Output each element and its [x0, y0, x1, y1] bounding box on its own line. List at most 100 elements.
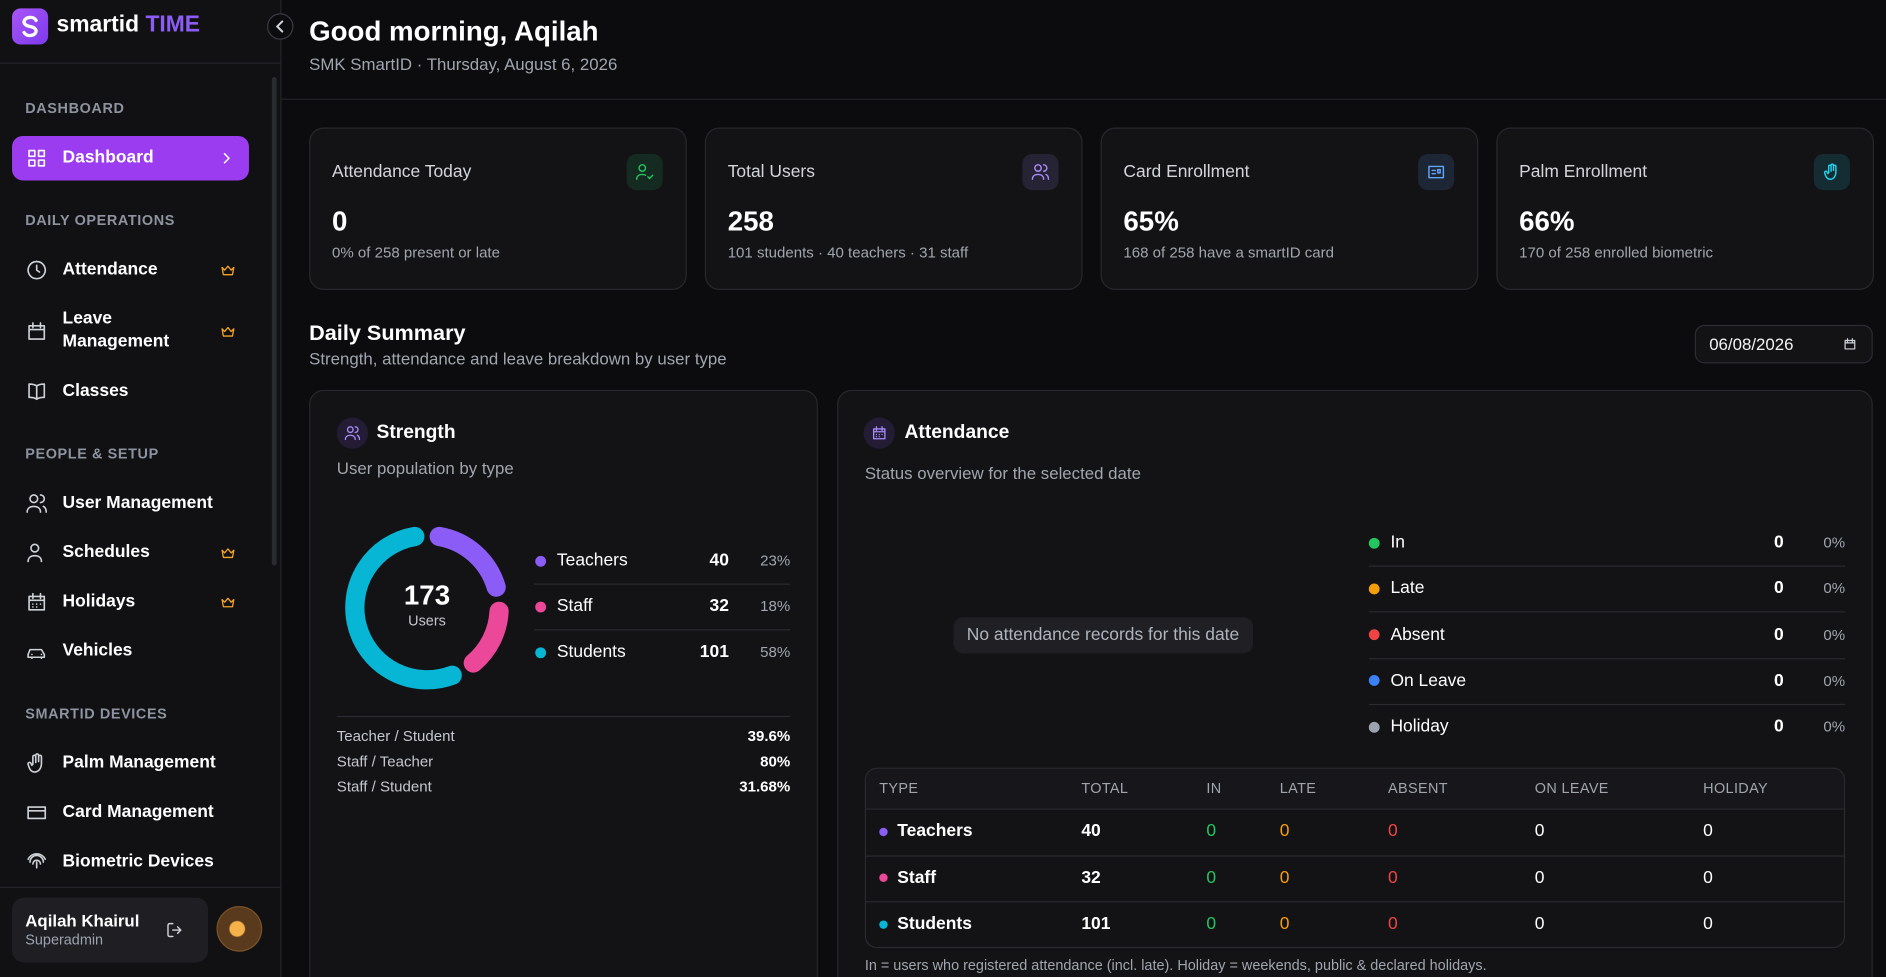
legend-value: 32 — [709, 596, 729, 617]
table-cell: 0 — [1703, 868, 1713, 888]
sidebar-header-border — [0, 62, 282, 64]
status-value: 0 — [1774, 533, 1784, 553]
collapse-button[interactable] — [267, 13, 294, 40]
ratio-label: Staff / Student — [336, 778, 432, 796]
table-cell: 0 — [1388, 868, 1398, 888]
nav-icon-path — [28, 149, 46, 167]
premium-icon-path — [221, 548, 235, 559]
nav-item[interactable]: Attendance — [12, 248, 249, 293]
nav-item[interactable]: Classes — [12, 369, 249, 414]
logout-button[interactable] — [165, 920, 184, 939]
nav-label: Schedules — [62, 542, 150, 562]
nav-item[interactable]: User Management — [12, 481, 249, 526]
status-value: 0 — [1774, 717, 1784, 737]
premium-icon — [221, 597, 235, 608]
ratio-value: 80% — [760, 753, 791, 771]
panel-title: Strength — [376, 422, 456, 443]
stat-card — [1496, 127, 1874, 290]
date-picker[interactable] — [1694, 324, 1873, 364]
stat-value: 258 — [727, 205, 774, 237]
nav-icon-path — [27, 648, 46, 660]
status-name: Holiday — [1390, 717, 1449, 737]
brand: smartid TIME — [57, 12, 201, 38]
panel-subtitle: Status overview for the selected date — [864, 463, 1141, 483]
stat-icon-path — [1031, 164, 1050, 180]
nav-icon-path — [27, 543, 43, 563]
legend-percent: 58% — [760, 643, 791, 661]
brand-accent: TIME — [145, 12, 201, 38]
sidebar-scrollbar — [271, 77, 277, 566]
brand-name: smartid — [56, 12, 140, 38]
stat-icon — [1823, 163, 1837, 180]
table-cell: 32 — [1081, 868, 1101, 888]
nav-label: Classes — [62, 381, 129, 401]
legend-name: Students — [556, 642, 626, 662]
nav-item[interactable]: Biometric Devices — [12, 840, 249, 885]
empty-state: No attendance records for this date — [953, 617, 1253, 654]
stat-card — [309, 127, 687, 290]
legend-divider — [534, 629, 791, 631]
nav-label: User Management — [62, 493, 213, 513]
nav-icon-path — [28, 383, 46, 401]
nav-item[interactable]: Vehicles — [12, 629, 249, 674]
status-divider — [1368, 611, 1846, 613]
status-dot — [1368, 721, 1380, 733]
nav-icon — [27, 260, 47, 280]
status-dot — [1368, 629, 1380, 641]
premium-icon — [221, 265, 235, 276]
legend-percent: 23% — [760, 552, 791, 570]
table-header: HOLIDAY — [1703, 779, 1769, 797]
table-header: ON LEAVE — [1534, 779, 1609, 797]
avatar[interactable] — [216, 906, 263, 952]
panel-icon-box — [863, 417, 895, 449]
panel-subtitle: User population by type — [336, 458, 514, 478]
stat-note: 101 students · 40 teachers · 31 staff — [727, 244, 969, 262]
nav-item[interactable]: Palm Management — [12, 741, 249, 786]
stat-icon — [1428, 165, 1445, 179]
status-dot — [1368, 675, 1380, 687]
stat-value: 0 — [331, 205, 348, 237]
nav-item[interactable]: Holidays — [12, 580, 249, 625]
nav-item[interactable]: Dashboard — [12, 135, 249, 181]
status-divider — [1368, 703, 1846, 705]
panel-title: Attendance — [904, 422, 1010, 443]
date-value: 06/08/2026 — [1709, 334, 1794, 354]
logo-mark — [22, 15, 38, 38]
status-percent: 0% — [1823, 534, 1846, 552]
donut-segment — [345, 526, 462, 690]
table-cell: 0 — [1206, 914, 1217, 934]
nav-item[interactable]: Schedules — [12, 531, 249, 576]
nav-item[interactable]: Leave Management — [12, 297, 249, 364]
status-percent: 0% — [1823, 626, 1846, 644]
stat-icon-box — [626, 154, 663, 191]
donut-total: 173 — [403, 579, 451, 611]
table-type: Staff — [897, 868, 937, 888]
nav-icon-path — [27, 260, 47, 280]
stat-note: 168 of 258 have a smartID card — [1123, 244, 1335, 262]
table-cell: 101 — [1081, 914, 1111, 934]
section-title: Daily Summary — [309, 320, 466, 345]
stat-value: 65% — [1123, 205, 1179, 237]
nav-label: Biometric Devices — [62, 851, 214, 872]
stat-card — [704, 127, 1083, 290]
table-row-divider — [866, 901, 1844, 903]
panel-icon — [344, 426, 361, 441]
table-cell: 0 — [1388, 821, 1398, 842]
donut-segment — [463, 601, 509, 673]
stat-note: 170 of 258 enrolled biometric — [1519, 244, 1714, 262]
stat-icon-path — [1823, 163, 1837, 180]
table-cell: 0 — [1534, 914, 1545, 934]
table-cell: 0 — [1703, 821, 1713, 842]
nav-icon — [26, 494, 48, 513]
panel-icon — [872, 426, 886, 440]
table-header: LATE — [1279, 779, 1317, 797]
legend-value: 101 — [699, 642, 729, 662]
table-cell: 0 — [1206, 868, 1217, 888]
nav-item[interactable]: Card Management — [12, 791, 249, 836]
status-name: Late — [1390, 579, 1425, 599]
status-percent: 0% — [1823, 580, 1846, 598]
table-cell: 0 — [1388, 914, 1398, 934]
nav-section-title: DASHBOARD — [25, 99, 125, 117]
nav-label: Attendance — [62, 259, 158, 280]
